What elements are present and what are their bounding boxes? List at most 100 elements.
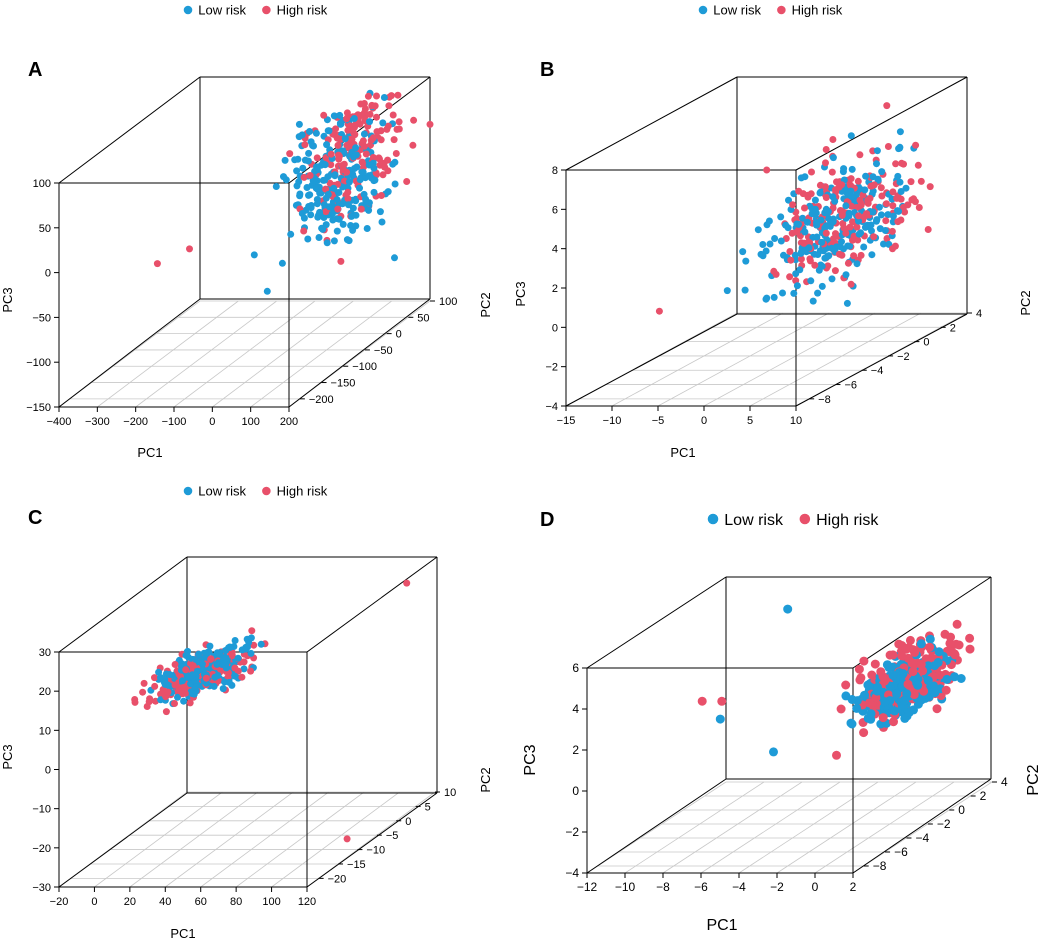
grid-line-x [271,791,400,888]
point-low-risk [180,697,188,705]
point-high-risk [898,159,906,167]
point-high-risk [385,102,393,110]
point-low-risk [782,221,790,229]
point-high-risk [854,664,864,674]
point-high-risk [882,200,890,208]
point-low-risk [868,251,876,259]
point-low-risk [311,167,319,175]
point-high-risk [343,835,351,843]
point-high-risk [384,122,392,130]
x-axis: −20 0 20 40 60 80 100 120 [50,887,316,908]
point-high-risk [912,141,920,149]
point-low-risk [942,674,952,684]
floor-grid [58,300,431,408]
box-edge [58,76,201,184]
point-high-risk [373,171,380,179]
y-tick-label: 0 [396,329,402,341]
point-low-risk [875,203,883,211]
z-tick-label: 2 [572,743,579,757]
point-high-risk [240,658,248,666]
point-high-risk [894,639,904,649]
point-low-risk [877,211,885,219]
box-edge [58,556,188,653]
box-frame [586,576,992,874]
point-low-risk [370,188,378,196]
x-tick-label: 0 [209,416,215,428]
point-high-risk [952,619,962,629]
box-edge [565,76,738,171]
point-high-risk [878,672,888,681]
point-low-risk [829,154,837,162]
grid-line-x [97,300,239,408]
point-low-risk [391,158,399,166]
point-high-risk [327,150,335,158]
point-high-risk [877,184,885,192]
z-tick-label: −4 [545,401,558,413]
z-tick-label: −2 [565,825,579,839]
box-edge [586,778,727,874]
legend-marker-low [183,486,193,496]
point-high-risk [965,633,975,643]
point-low-risk [303,184,311,191]
point-low-risk [309,177,317,185]
point-high-risk [153,260,161,268]
point-high-risk [965,644,975,654]
point-high-risk [883,235,891,242]
point-high-risk [855,212,863,220]
z-tick-label: 10 [39,725,51,737]
point-low-risk [770,293,778,301]
point-high-risk [951,639,961,649]
point-high-risk [836,704,846,714]
point-low-risk [925,634,935,644]
z-tick-label: 0 [552,322,558,334]
x-axis-title: PC1 [170,926,195,941]
point-high-risk [835,250,843,258]
legend-label-low: Low risk [713,3,761,18]
point-low-risk [365,206,373,214]
point-low-risk [304,157,312,165]
grid-line-x [94,791,223,888]
legend-marker-low [183,5,193,15]
point-high-risk [392,150,400,157]
point-high-risk [171,661,179,668]
point-low-risk [210,682,218,690]
z-axis-title: PC3 [513,281,528,306]
z-axis: −30 −20 −10 0 10 20 30 [32,647,59,894]
point-high-risk [855,675,865,685]
point-low-risk [216,649,224,657]
point-low-risk [360,130,368,138]
point-low-risk [813,233,821,241]
point-low-risk [294,155,302,163]
grid-line-x [212,300,354,408]
data-points [697,604,975,760]
point-low-risk [816,189,824,197]
point-high-risk [322,208,330,216]
point-low-risk [346,178,353,186]
point-low-risk [777,237,785,245]
y-axis-title: PC2 [1018,290,1033,315]
point-low-risk [238,646,246,654]
z-tick-label: 4 [572,702,579,716]
y-tick-label: 2 [950,322,956,334]
y-tick-label: −20 [328,873,347,885]
point-low-risk [325,127,333,135]
point-low-risk [157,674,164,681]
box-edge [58,792,188,888]
point-high-risk [915,204,923,211]
point-high-risk [856,151,864,159]
x-tick-label: −8 [656,880,670,894]
point-low-risk [818,262,826,270]
point-low-risk [343,236,351,244]
x-tick-label: −12 [577,880,598,894]
point-high-risk [892,160,900,168]
point-low-risk [763,294,771,302]
box-edge [852,778,992,874]
point-high-risk [840,224,848,232]
x-axis-title: PC1 [137,445,162,460]
point-high-risk [151,674,158,682]
point-low-risk [867,221,875,229]
legend-label-low: Low risk [724,512,784,529]
y-tick-label: −4 [915,831,929,845]
point-high-risk [356,120,364,128]
